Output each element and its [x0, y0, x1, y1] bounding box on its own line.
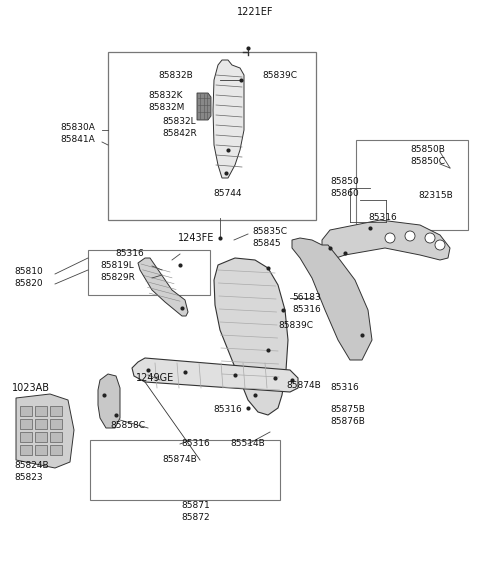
Polygon shape: [20, 432, 32, 442]
Polygon shape: [20, 445, 32, 455]
Polygon shape: [35, 419, 47, 429]
Text: 85316: 85316: [181, 439, 210, 449]
Text: 85832K: 85832K: [148, 91, 182, 99]
Text: 1243FE: 1243FE: [178, 233, 214, 243]
Text: 85810: 85810: [14, 268, 43, 276]
Bar: [90, 440, 280, 500]
Text: 85845: 85845: [252, 239, 281, 249]
Text: 85744: 85744: [214, 190, 242, 198]
Text: 1249GE: 1249GE: [136, 373, 174, 383]
Text: 85839C: 85839C: [278, 321, 313, 331]
Polygon shape: [50, 445, 62, 455]
Polygon shape: [50, 419, 62, 429]
Polygon shape: [50, 406, 62, 416]
Text: 85316: 85316: [116, 250, 144, 258]
Polygon shape: [20, 419, 32, 429]
Text: 85850C: 85850C: [410, 157, 445, 166]
Text: 85820: 85820: [14, 280, 43, 288]
Polygon shape: [322, 220, 450, 260]
Text: 85839C: 85839C: [262, 71, 297, 80]
Circle shape: [385, 233, 395, 243]
Text: 85832L: 85832L: [162, 117, 196, 127]
Polygon shape: [197, 93, 211, 120]
Text: 85871: 85871: [181, 502, 210, 510]
Text: 85316: 85316: [292, 306, 321, 314]
Text: 85316: 85316: [330, 383, 359, 392]
Text: 85874B: 85874B: [162, 455, 197, 465]
Text: 85823: 85823: [14, 473, 43, 483]
Text: 85835C: 85835C: [252, 228, 287, 236]
Text: 85875B: 85875B: [330, 406, 365, 414]
Polygon shape: [292, 238, 372, 360]
Circle shape: [425, 233, 435, 243]
Text: 85841A: 85841A: [60, 135, 95, 144]
Text: 82315B: 82315B: [418, 191, 453, 201]
Text: 85876B: 85876B: [330, 417, 365, 427]
Text: 85824B: 85824B: [14, 461, 48, 470]
Circle shape: [435, 240, 445, 250]
Polygon shape: [132, 358, 298, 392]
Bar: [356, 140, 468, 230]
Polygon shape: [16, 394, 74, 468]
Text: 85832M: 85832M: [148, 102, 184, 112]
Text: 56183: 56183: [292, 294, 321, 302]
Polygon shape: [214, 258, 288, 415]
Polygon shape: [35, 445, 47, 455]
Text: 1221EF: 1221EF: [237, 7, 273, 17]
Text: 85514B: 85514B: [230, 439, 265, 449]
Text: 85850: 85850: [330, 177, 359, 187]
Text: 85819L: 85819L: [100, 261, 134, 271]
Text: 85874B: 85874B: [286, 381, 321, 391]
Polygon shape: [138, 258, 188, 316]
Text: 85316: 85316: [214, 406, 242, 414]
Circle shape: [405, 231, 415, 241]
Polygon shape: [20, 406, 32, 416]
Text: 85860: 85860: [330, 190, 359, 198]
Text: 85829R: 85829R: [100, 273, 135, 283]
Text: 85872: 85872: [182, 513, 210, 523]
Text: 85832B: 85832B: [158, 71, 193, 80]
Bar: [88, 250, 210, 295]
Polygon shape: [213, 60, 244, 178]
Text: 85858C: 85858C: [110, 421, 145, 431]
Text: 85842R: 85842R: [162, 129, 197, 139]
Polygon shape: [98, 374, 120, 428]
Bar: [108, 52, 316, 220]
Polygon shape: [50, 432, 62, 442]
Text: 85850B: 85850B: [410, 146, 445, 154]
Polygon shape: [35, 406, 47, 416]
Text: 85830A: 85830A: [60, 124, 95, 132]
Polygon shape: [35, 432, 47, 442]
Text: 85316: 85316: [368, 213, 397, 223]
Text: 1023AB: 1023AB: [12, 383, 50, 393]
